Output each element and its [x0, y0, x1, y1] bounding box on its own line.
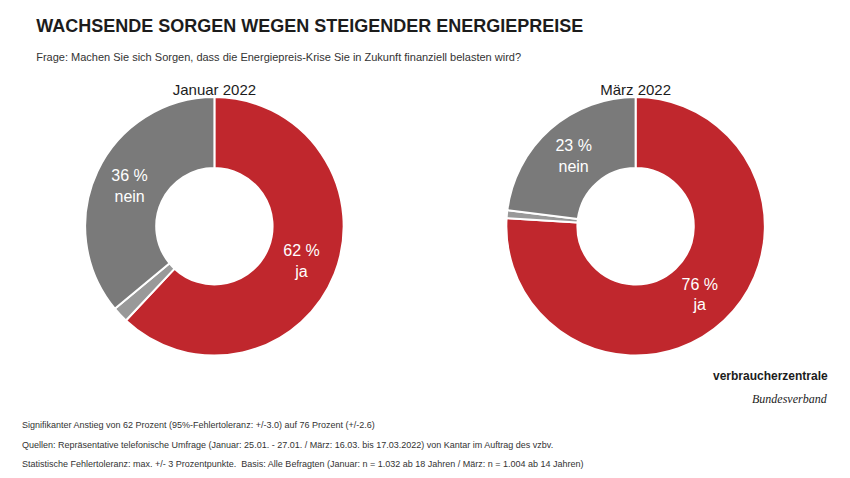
svg-text:62 %ja: 62 %ja [283, 242, 319, 280]
svg-text:Statistische Fehlertoleranz: m: Statistische Fehlertoleranz: max. +/- 3 … [22, 459, 584, 469]
svg-text:Signifikanter Anstieg von 62 P: Signifikanter Anstieg von 62 Prozent (95… [22, 420, 375, 430]
svg-text:23 %nein: 23 %nein [555, 137, 591, 175]
svg-text:Quellen: Repräsentative telefo: Quellen: Repräsentative telefonische Umf… [22, 440, 553, 450]
svg-text:36 %nein: 36 %nein [111, 167, 147, 205]
svg-text:Frage: Machen Sie sich Sorgen,: Frage: Machen Sie sich Sorgen, dass die … [36, 51, 521, 63]
svg-text:76 %ja: 76 %ja [682, 276, 718, 314]
svg-text:Januar 2022: Januar 2022 [173, 81, 256, 98]
svg-text:Bundesverband: Bundesverband [752, 392, 828, 406]
svg-text:März 2022: März 2022 [600, 81, 671, 98]
svg-text:verbraucherzentrale: verbraucherzentrale [713, 369, 828, 383]
svg-text:WACHSENDE SORGEN WEGEN STEIGEN: WACHSENDE SORGEN WEGEN STEIGENDER ENERGI… [36, 16, 583, 36]
